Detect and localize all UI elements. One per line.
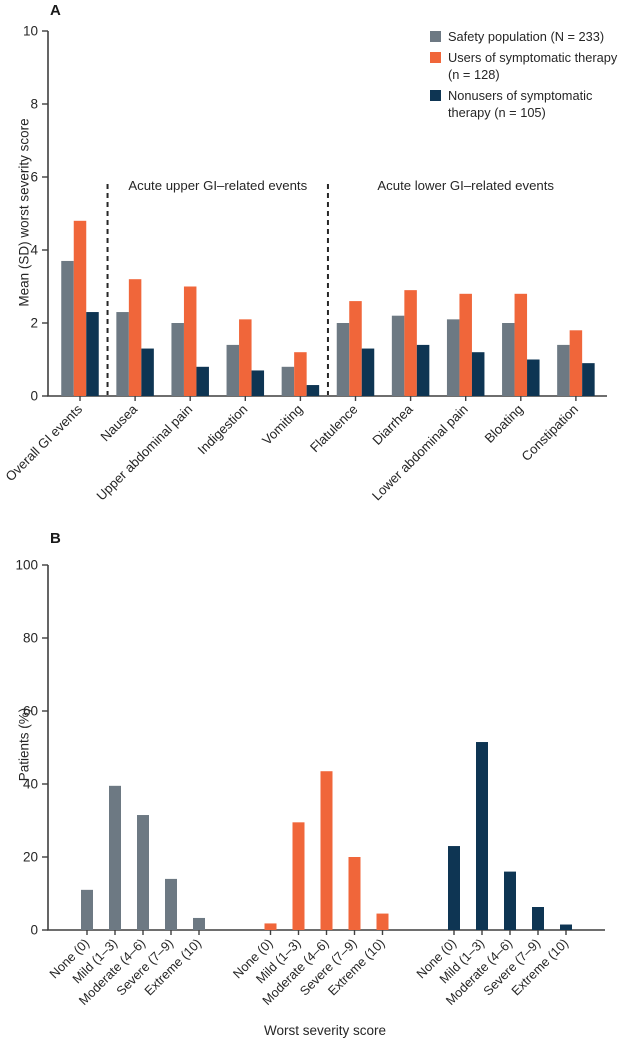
x-tick-label: Vomiting	[259, 402, 305, 448]
bar	[193, 917, 205, 930]
bar	[569, 330, 583, 396]
bar	[348, 857, 361, 930]
legend-swatch-icon	[430, 31, 441, 42]
legend-label: Users of symptomatic therapy (n = 128)	[448, 50, 618, 82]
bar	[560, 924, 572, 930]
bar	[116, 312, 129, 396]
bar	[171, 323, 184, 396]
bar	[251, 370, 265, 396]
section-label: Acute lower GI–related events	[377, 178, 554, 193]
y-tick-label: 4	[30, 243, 38, 258]
y-tick-label: 40	[23, 777, 38, 792]
bar	[504, 871, 516, 930]
bar	[404, 290, 417, 396]
bar	[196, 366, 209, 396]
legend-swatch-icon	[430, 52, 441, 63]
bar	[471, 352, 485, 396]
bar	[61, 260, 74, 396]
bar	[336, 323, 350, 396]
legend: Safety population (N = 233) Users of symp…	[430, 28, 619, 125]
bar	[361, 348, 375, 396]
legend-item: Users of symptomatic therapy (n = 128)	[430, 49, 619, 83]
y-tick-label: 20	[23, 850, 38, 865]
y-tick-label: 0	[30, 923, 38, 938]
panel-b-x-axis-title: Worst severity score	[263, 1023, 387, 1038]
bar	[502, 323, 515, 396]
x-tick-label: Nausea	[97, 401, 140, 444]
y-tick-label: 8	[30, 97, 38, 112]
y-tick-label: 60	[23, 704, 38, 719]
legend-swatch-icon	[430, 90, 441, 101]
bar	[165, 878, 177, 930]
bar	[557, 344, 570, 396]
x-tick-label: Diarrhea	[369, 401, 416, 448]
bar	[81, 889, 93, 930]
bar	[582, 363, 595, 396]
x-tick-label: Overall GI events	[2, 401, 85, 484]
bar	[459, 293, 472, 396]
panel-a-label: A	[50, 2, 61, 19]
x-tick-label: Upper abdominal pain	[93, 402, 195, 504]
y-tick-label: 80	[23, 631, 38, 646]
x-tick-label: Indigestion	[195, 402, 251, 458]
y-tick-label: 10	[23, 24, 38, 39]
bar	[292, 822, 305, 930]
bar	[294, 352, 307, 396]
bar	[448, 846, 460, 930]
panel-a-y-axis-title: Mean (SD) worst severity score	[16, 118, 32, 307]
bar	[320, 771, 333, 930]
bar	[527, 359, 540, 396]
bar	[376, 913, 389, 930]
bar	[391, 315, 405, 396]
x-tick-label: Bloating	[482, 402, 526, 446]
legend-label: Nonusers of symptomatic therapy (n = 105)	[448, 88, 593, 120]
bar	[476, 742, 488, 930]
y-tick-label: 100	[15, 558, 38, 573]
panel-b-y-axis-title: Patients (%)	[16, 707, 32, 782]
bar	[73, 220, 87, 396]
bar	[264, 923, 277, 930]
bar	[446, 319, 460, 396]
x-tick-label: Flatulence	[307, 402, 361, 456]
bar	[128, 279, 142, 396]
y-tick-label: 2	[30, 316, 38, 331]
y-tick-label: 6	[30, 170, 38, 185]
bar	[239, 319, 252, 396]
section-label: Acute upper GI–related events	[128, 178, 307, 193]
bar	[416, 344, 430, 396]
legend-item: Safety population (N = 233)	[430, 28, 619, 45]
legend-item: Nonusers of symptomatic therapy (n = 105)	[430, 87, 619, 121]
bar	[226, 344, 240, 396]
y-tick-label: 0	[30, 389, 38, 404]
bar	[349, 301, 362, 396]
bar	[109, 785, 121, 930]
bar	[137, 815, 149, 930]
bar	[281, 366, 295, 396]
bar	[514, 293, 528, 396]
bar	[532, 907, 544, 930]
x-tick-label: Constipation	[519, 402, 581, 464]
bar	[306, 385, 320, 396]
legend-label: Safety population (N = 233)	[448, 29, 605, 44]
panel-b-label: B	[50, 530, 61, 547]
bar	[183, 286, 197, 396]
bar	[141, 348, 154, 396]
x-tick-label: Lower abdominal pain	[369, 402, 471, 504]
bar	[86, 312, 99, 396]
